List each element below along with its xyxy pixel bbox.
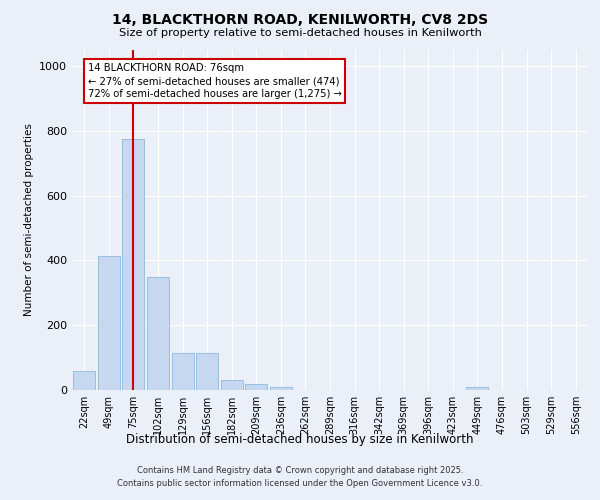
Bar bbox=[466, 387, 488, 390]
Text: Distribution of semi-detached houses by size in Kenilworth: Distribution of semi-detached houses by … bbox=[126, 432, 474, 446]
Text: 14 BLACKTHORN ROAD: 76sqm
← 27% of semi-detached houses are smaller (474)
72% of: 14 BLACKTHORN ROAD: 76sqm ← 27% of semi-… bbox=[88, 63, 342, 100]
Bar bbox=[98, 256, 120, 390]
Bar bbox=[221, 380, 243, 390]
Bar bbox=[196, 353, 218, 390]
Text: 14, BLACKTHORN ROAD, KENILWORTH, CV8 2DS: 14, BLACKTHORN ROAD, KENILWORTH, CV8 2DS bbox=[112, 12, 488, 26]
Bar bbox=[147, 276, 169, 390]
Bar bbox=[172, 353, 194, 390]
Y-axis label: Number of semi-detached properties: Number of semi-detached properties bbox=[23, 124, 34, 316]
Bar bbox=[270, 388, 292, 390]
Text: Contains HM Land Registry data © Crown copyright and database right 2025.
Contai: Contains HM Land Registry data © Crown c… bbox=[118, 466, 482, 487]
Bar bbox=[245, 384, 268, 390]
Bar bbox=[122, 139, 145, 390]
Bar bbox=[73, 370, 95, 390]
Text: Size of property relative to semi-detached houses in Kenilworth: Size of property relative to semi-detach… bbox=[119, 28, 481, 38]
